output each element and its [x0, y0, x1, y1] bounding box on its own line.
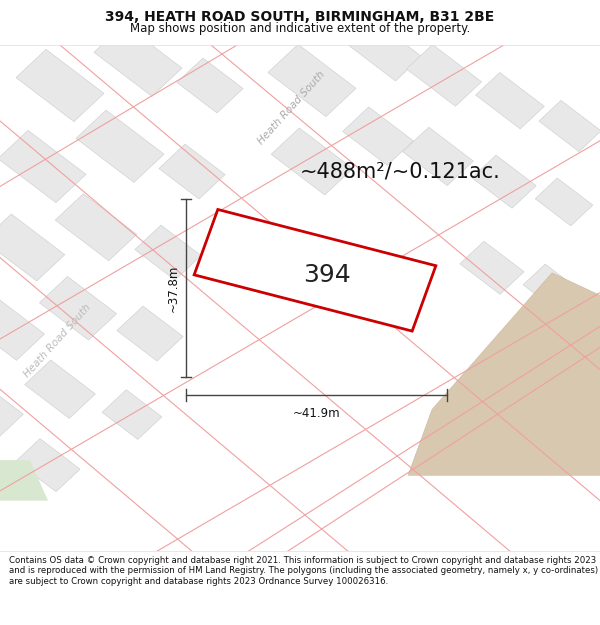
Polygon shape — [76, 110, 164, 182]
Polygon shape — [406, 44, 482, 106]
Text: Heath Road South: Heath Road South — [22, 302, 92, 380]
Polygon shape — [0, 454, 14, 507]
Text: Map shows position and indicative extent of the property.: Map shows position and indicative extent… — [130, 22, 470, 35]
Polygon shape — [535, 178, 593, 226]
Polygon shape — [408, 272, 600, 475]
Polygon shape — [55, 194, 137, 261]
Polygon shape — [135, 225, 201, 280]
Polygon shape — [0, 381, 23, 439]
Polygon shape — [268, 44, 356, 117]
Text: ~488m²/~0.121ac.: ~488m²/~0.121ac. — [300, 161, 501, 181]
Polygon shape — [476, 72, 544, 129]
Polygon shape — [0, 460, 48, 501]
Polygon shape — [0, 214, 65, 281]
Polygon shape — [0, 131, 86, 202]
Polygon shape — [271, 128, 353, 195]
Polygon shape — [472, 155, 536, 208]
Text: ~41.9m: ~41.9m — [293, 406, 340, 419]
Text: Heath Road South: Heath Road South — [256, 70, 326, 147]
Text: ~37.8m: ~37.8m — [166, 264, 179, 312]
Polygon shape — [177, 58, 243, 113]
Polygon shape — [16, 439, 80, 492]
Polygon shape — [403, 127, 473, 186]
Polygon shape — [539, 101, 600, 152]
Polygon shape — [102, 390, 162, 439]
Polygon shape — [343, 107, 413, 165]
Text: 394: 394 — [303, 263, 351, 288]
Polygon shape — [346, 19, 422, 81]
Polygon shape — [16, 49, 104, 122]
Polygon shape — [523, 264, 581, 312]
Polygon shape — [117, 306, 183, 361]
Polygon shape — [460, 241, 524, 294]
Polygon shape — [194, 209, 436, 331]
Polygon shape — [159, 144, 225, 199]
Polygon shape — [25, 360, 95, 418]
Polygon shape — [94, 24, 182, 96]
Polygon shape — [0, 297, 44, 360]
Text: 394, HEATH ROAD SOUTH, BIRMINGHAM, B31 2BE: 394, HEATH ROAD SOUTH, BIRMINGHAM, B31 2… — [106, 10, 494, 24]
Text: Contains OS data © Crown copyright and database right 2021. This information is : Contains OS data © Crown copyright and d… — [9, 556, 598, 586]
Polygon shape — [40, 276, 116, 340]
